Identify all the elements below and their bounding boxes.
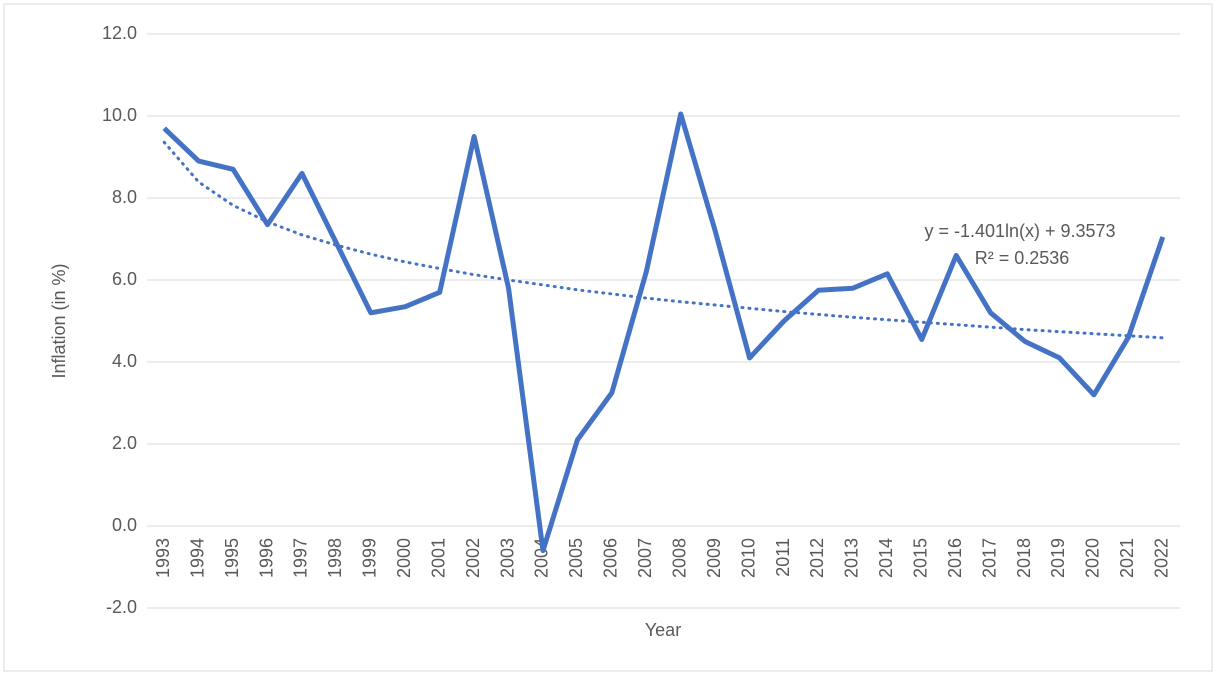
x-tick-label: 2022 bbox=[1152, 538, 1172, 578]
y-tick-label: 0.0 bbox=[112, 515, 137, 535]
x-tick-label: 2018 bbox=[1014, 538, 1034, 578]
x-tick-label: 2015 bbox=[911, 538, 931, 578]
x-tick-label: 2001 bbox=[428, 538, 448, 578]
x-tick-label: 2020 bbox=[1083, 538, 1103, 578]
y-tick-label: 2.0 bbox=[112, 433, 137, 453]
x-tick-label: 2006 bbox=[601, 538, 621, 578]
x-tick-label: 2017 bbox=[979, 538, 999, 578]
x-tick-label: 2016 bbox=[945, 538, 965, 578]
x-tick-label: 1996 bbox=[256, 538, 276, 578]
y-tick-label: 6.0 bbox=[112, 269, 137, 289]
x-tick-label: 2012 bbox=[807, 538, 827, 578]
x-axis-title: Year bbox=[645, 620, 681, 640]
x-tick-label: 2011 bbox=[773, 538, 793, 577]
x-tick-label: 1993 bbox=[153, 538, 173, 578]
x-tick-label: 2004 bbox=[532, 538, 552, 578]
x-tick-label: 2010 bbox=[738, 538, 758, 578]
x-tick-label: 2019 bbox=[1048, 538, 1068, 578]
x-tick-label: 2005 bbox=[566, 538, 586, 578]
x-tick-label: 2008 bbox=[669, 538, 689, 578]
x-tick-label: 2000 bbox=[394, 538, 414, 578]
x-tick-label: 2014 bbox=[876, 538, 896, 578]
x-tick-label: 2009 bbox=[704, 538, 724, 578]
x-tick-label: 1997 bbox=[291, 538, 311, 578]
x-tick-label: 2003 bbox=[497, 538, 517, 578]
x-tick-label: 1999 bbox=[360, 538, 380, 578]
y-tick-label: 8.0 bbox=[112, 187, 137, 207]
x-tick-label: 1998 bbox=[325, 538, 345, 578]
x-tick-label: 2002 bbox=[463, 538, 483, 578]
y-tick-label: 10.0 bbox=[102, 105, 137, 125]
x-tick-label: 1995 bbox=[222, 538, 242, 578]
x-tick-label: 2013 bbox=[842, 538, 862, 578]
x-tick-label: 2021 bbox=[1117, 538, 1137, 578]
y-tick-label: 12.0 bbox=[102, 23, 137, 43]
chart-frame bbox=[3, 3, 1213, 672]
x-tick-label: 1994 bbox=[187, 538, 207, 578]
trendline-equation: y = -1.401ln(x) + 9.3573 bbox=[924, 221, 1115, 241]
x-tick-label: 2007 bbox=[635, 538, 655, 578]
y-tick-label: 4.0 bbox=[112, 351, 137, 371]
y-tick-label: -2.0 bbox=[106, 597, 137, 617]
y-axis-title: Inflation (in %) bbox=[49, 263, 69, 378]
data-line bbox=[162, 111, 1166, 554]
trendline-r-squared: R² = 0.2536 bbox=[975, 248, 1070, 268]
